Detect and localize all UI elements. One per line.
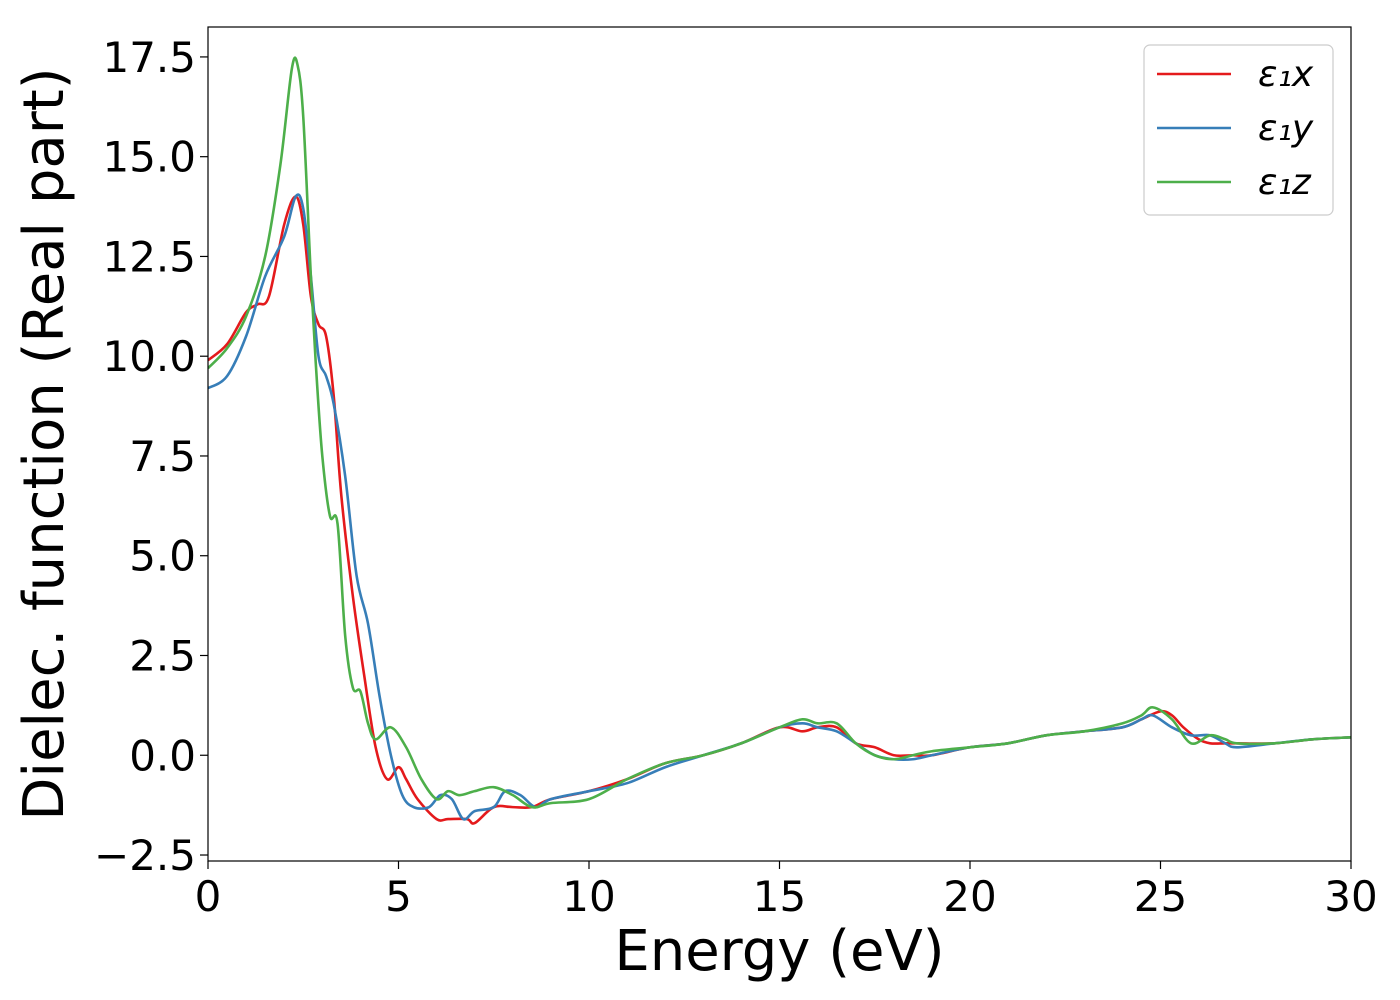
legend-box — [1143, 44, 1334, 216]
y-tick-label: 12.5 — [102, 232, 196, 281]
y-tick-label: 15.0 — [102, 133, 196, 182]
legend-label: ε₁y — [1258, 108, 1314, 149]
y-tick-label: 5.0 — [129, 532, 196, 581]
y-tick-label: 7.5 — [129, 432, 196, 481]
series-layer — [208, 56, 1351, 825]
x-tick-label: 25 — [1134, 872, 1187, 921]
y-tick-label: 17.5 — [102, 33, 196, 82]
y-tick-label: 10.0 — [102, 332, 196, 381]
x-tick-label: 0 — [195, 872, 222, 921]
y-axis-label: Dielec. function (Real part) — [12, 67, 77, 820]
series-line-2 — [208, 193, 1351, 821]
x-axis: 0 5 10 15 20 25 30 — [195, 861, 1378, 921]
x-tick-label: 15 — [753, 872, 806, 921]
legend-label: ε₁x — [1258, 54, 1314, 95]
x-tick-label: 5 — [385, 872, 412, 921]
y-axis: −2.5 0.0 2.5 5.0 7.5 10.0 12.5 15.0 17.5 — [94, 33, 208, 880]
y-tick-label: −2.5 — [94, 831, 196, 880]
series-line-3 — [208, 56, 1351, 809]
x-tick-label: 20 — [943, 872, 996, 921]
y-tick-label: 0.0 — [129, 731, 196, 780]
legend: ε₁x ε₁y ε₁z — [1143, 44, 1334, 216]
x-tick-label: 10 — [562, 872, 615, 921]
x-axis-label: Energy (eV) — [614, 919, 944, 984]
legend-label: ε₁z — [1258, 162, 1312, 203]
y-tick-label: 2.5 — [129, 631, 196, 680]
x-tick-label: 30 — [1324, 872, 1377, 921]
